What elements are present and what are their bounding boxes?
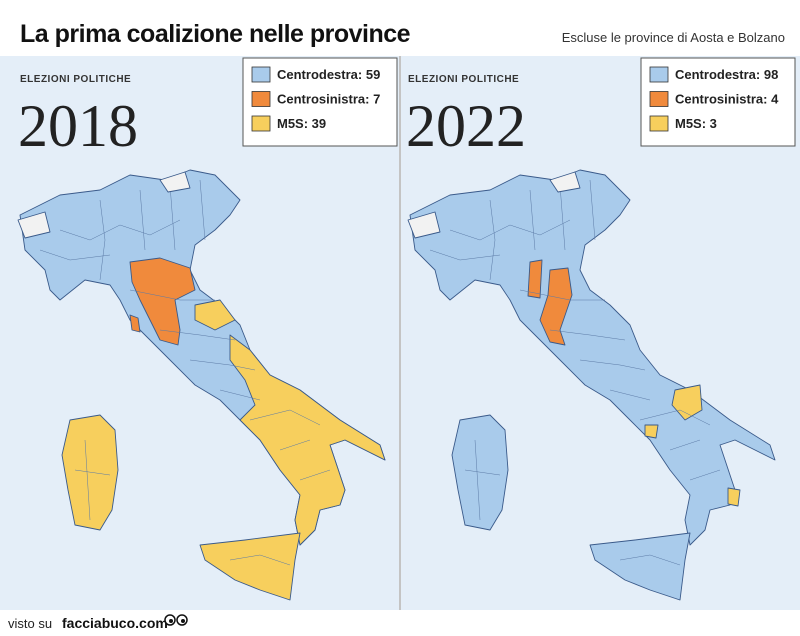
region [527,259,543,299]
panel-label: ELEZIONI POLITICHE [20,74,131,85]
sardinia [61,414,119,531]
legend-entry: Centrosinistra: 7 [277,92,380,107]
legend-swatch [649,115,669,132]
year: 2018 [18,93,138,159]
legend-entry: M5S: 3 [675,116,717,131]
year: 2022 [406,93,526,159]
map-panel: ELEZIONI POLITICHE 2022 Centrodestra: 98… [401,56,800,610]
region [129,314,141,333]
map-panel: ELEZIONI POLITICHE 2018 Centrodestra: 59… [0,56,399,610]
footer-bg [0,610,800,636]
legend: Centrodestra: 59 Centrosinistra: 7 M5S: 39 [242,57,398,147]
panel-label: ELEZIONI POLITICHE [408,74,519,85]
note: Escluse le province di Aosta e Bolzano [562,30,785,45]
legend-swatch [251,115,271,132]
legend-swatch [251,66,271,83]
map [17,169,386,601]
title: La prima coalizione nelle province [20,20,411,48]
footer-site: facciabuco.com [62,615,168,631]
legend-entry: Centrosinistra: 4 [675,92,779,107]
region [644,424,659,439]
region [539,267,573,346]
region-centre [129,257,196,346]
legend-swatch [649,91,669,107]
footer-prefix: visto su [8,616,52,631]
logo-eyes [164,614,188,626]
legend: Centrodestra: 98 Centrosinistra: 4 M5S: 3 [640,57,796,147]
region-south [229,334,386,546]
excluded-bolzano [159,171,191,193]
excluded-aosta [17,211,51,239]
region [671,384,703,421]
legend-entry: Centrodestra: 98 [675,67,778,82]
legend-entry: M5S: 39 [277,116,326,131]
legend-entry: Centrodestra: 59 [277,67,380,82]
sicily [199,532,301,601]
excluded-bolzano [549,171,581,193]
legend-swatch [649,66,669,83]
excluded-aosta [407,211,441,239]
map [407,169,776,601]
region [727,487,741,507]
region [194,299,236,331]
legend-swatch [251,91,271,107]
